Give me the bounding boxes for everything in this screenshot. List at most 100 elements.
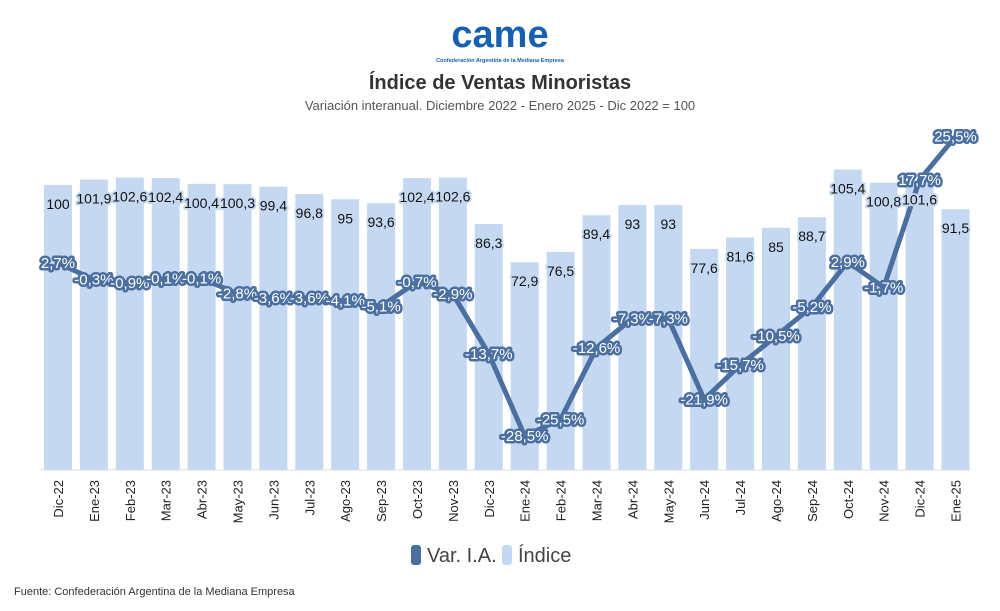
bar-Ago-23: [331, 199, 360, 470]
bar-May-23: [223, 184, 252, 470]
line-label-Ene-25: 25,5%: [934, 129, 977, 146]
bar-Nov-24: [869, 182, 898, 470]
line-label-Sep-23: -5,1%: [362, 298, 401, 315]
x-tick-Nov-23: Nov-23: [446, 480, 461, 522]
bar-label-Mar-24: 89,4: [583, 226, 610, 242]
x-tick-Oct-24: Oct-24: [841, 480, 856, 519]
legend: Var. I.A. Índice: [411, 544, 571, 567]
bar-label-Ene-23: 101,9: [76, 191, 111, 207]
line-label-Jul-23: -3,6%: [290, 290, 329, 307]
bar-Dic-24: [905, 180, 934, 470]
bar-Jul-23: [295, 194, 324, 470]
line-label-Jul-24: -15,7%: [716, 357, 764, 374]
line-label-Dic-24: 17,7%: [898, 172, 941, 189]
line-label-Mar-24: -12,6%: [573, 340, 621, 357]
bar-label-Jul-23: 96,8: [296, 205, 323, 221]
bar-label-Mar-23: 102,4: [148, 189, 183, 205]
bar-Mar-23: [151, 178, 180, 470]
legend-swatch-line: [411, 545, 421, 565]
line-label-Abr-23: -0,1%: [182, 271, 221, 288]
bar-label-May-23: 100,3: [220, 195, 255, 211]
line-label-Ago-23: -4,1%: [326, 293, 365, 310]
legend-line-label: Var. I.A.: [427, 545, 497, 567]
line-label-Oct-23: -0,7%: [397, 274, 436, 291]
logo: came Confederación Argentina de la Media…: [436, 14, 565, 64]
x-tick-May-24: May-24: [661, 480, 676, 523]
line-label-Abr-24: -7,3%: [613, 310, 652, 327]
x-tick-Dic-24: Dic-24: [913, 480, 928, 518]
bar-label-Sep-23: 93,6: [367, 214, 394, 230]
bar-label-Oct-24: 105,4: [830, 181, 865, 197]
bar-Dic-23: [474, 224, 503, 470]
legend-swatch-bar: [502, 545, 512, 565]
bar-label-Dic-22: 100: [46, 196, 70, 212]
x-tick-Ene-25: Ene-25: [949, 480, 964, 522]
bar-label-Feb-24: 76,5: [547, 263, 574, 279]
line-label-May-24: -7,3%: [649, 310, 688, 327]
x-tick-Jun-23: Jun-23: [266, 480, 281, 520]
bar-label-Sep-24: 88,7: [798, 228, 825, 244]
x-tick-Ene-24: Ene-24: [518, 480, 533, 522]
line-label-Nov-23: -2,9%: [433, 286, 472, 303]
line-label-Oct-24: 2,9%: [831, 254, 865, 271]
x-tick-Ago-24: Ago-24: [769, 480, 784, 522]
line-label-Dic-22: 2,7%: [41, 255, 75, 272]
x-tick-Oct-23: Oct-23: [410, 480, 425, 519]
bar-label-Jul-24: 81,6: [726, 248, 753, 264]
legend-bar-label: Índice: [518, 544, 571, 567]
line-label-Nov-24: -1,7%: [864, 279, 903, 296]
bar-Ene-25: [941, 209, 970, 470]
x-tick-Mar-23: Mar-23: [159, 480, 174, 521]
x-tick-Ene-23: Ene-23: [87, 480, 102, 522]
line-label-May-23: -2,8%: [218, 285, 257, 302]
x-tick-Feb-23: Feb-23: [123, 480, 138, 521]
bar-label-Oct-23: 102,4: [399, 189, 434, 205]
x-tick-Mar-24: Mar-24: [590, 480, 605, 521]
x-tick-Abr-24: Abr-24: [625, 480, 640, 519]
bar-label-Nov-24: 100,8: [866, 194, 901, 210]
bar-label-Ago-23: 95: [337, 210, 353, 226]
bar-label-Dic-23: 86,3: [475, 235, 502, 251]
bar-label-Ene-24: 72,9: [511, 273, 538, 289]
bar-label-May-24: 93: [661, 216, 677, 232]
line-label-Mar-23: -0,1%: [146, 271, 185, 288]
bar-Dic-22: [44, 185, 72, 470]
bar-Jul-24: [726, 237, 755, 470]
bar-Oct-23: [403, 178, 431, 470]
bar-Feb-23: [115, 177, 144, 470]
logo-text: came: [451, 14, 548, 56]
bar-Oct-24: [833, 169, 862, 471]
x-tick-Sep-23: Sep-23: [374, 480, 389, 522]
bar-Nov-23: [438, 177, 467, 470]
x-tick-Nov-24: Nov-24: [877, 480, 892, 522]
line-label-Ene-23: -0,3%: [74, 272, 113, 289]
bar-label-Abr-23: 100,4: [184, 195, 219, 211]
line-label-Jun-23: -3,6%: [254, 290, 293, 307]
x-tick-Ago-23: Ago-23: [338, 480, 353, 522]
bar-Abr-23: [187, 183, 216, 471]
line-label-Ago-24: -10,5%: [752, 328, 800, 345]
line-label-Dic-23: -13,7%: [465, 346, 513, 363]
logo-subtitle: Confederación Argentina de la Mediana Em…: [436, 58, 565, 64]
x-tick-Dic-23: Dic-23: [482, 480, 497, 518]
line-label-Jun-24: -21,9%: [680, 391, 728, 408]
bar-Feb-24: [546, 251, 575, 470]
bar-label-Jun-23: 99,4: [260, 198, 287, 214]
chart-title: Índice de Ventas Minoristas: [369, 71, 631, 94]
line-label-Sep-24: -5,2%: [792, 299, 831, 316]
bar-Ene-23: [79, 179, 108, 470]
bar-label-Abr-24: 93: [625, 216, 641, 232]
x-tick-May-23: May-23: [231, 480, 246, 523]
series-line-var-ia: [56, 134, 958, 439]
x-tick-Abr-23: Abr-23: [195, 480, 210, 519]
x-tick-Sep-24: Sep-24: [805, 480, 820, 522]
line-label-Ene-24: -28,5%: [501, 428, 549, 445]
bar-label-Nov-23: 102,6: [435, 189, 470, 205]
bar-Sep-24: [797, 217, 826, 470]
bar-Abr-24: [618, 204, 647, 470]
bar-label-Jun-24: 77,6: [691, 260, 718, 276]
x-tick-Jun-24: Jun-24: [697, 480, 712, 520]
bar-label-Dic-24: 101,6: [902, 191, 937, 207]
